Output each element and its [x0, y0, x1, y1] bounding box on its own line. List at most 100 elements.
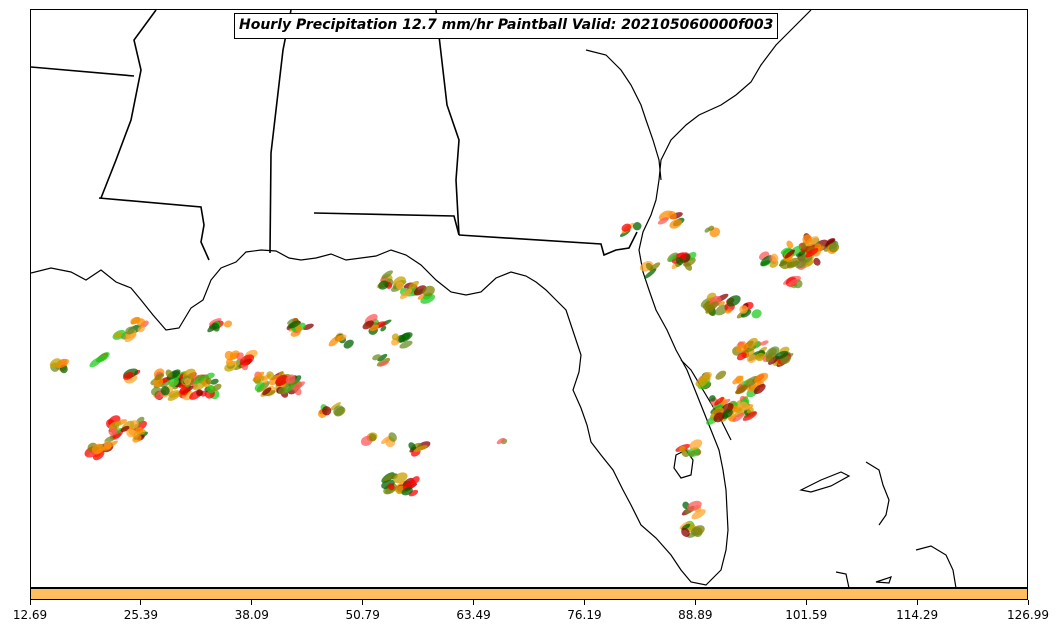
- paintball-blob: [254, 376, 265, 385]
- paintball-blob: [388, 432, 397, 442]
- paintball-blob: [227, 360, 237, 367]
- paintball-blob: [395, 281, 404, 290]
- paintball-blob: [732, 375, 744, 385]
- colorbar-tick-label: 101.59: [785, 608, 828, 622]
- paintball-blob: [735, 384, 749, 395]
- paintball-blob: [740, 401, 749, 411]
- paintball-blob: [401, 487, 413, 496]
- paintball-blob: [684, 262, 693, 271]
- paintball-blob: [691, 509, 706, 520]
- paintball-blob: [726, 295, 741, 307]
- paintball-blob: [108, 428, 118, 436]
- precip-map: [31, 10, 957, 587]
- paintball-blob: [417, 294, 426, 300]
- paintball-blob: [294, 386, 302, 396]
- colorbar-tick: [29, 600, 31, 605]
- colorbar-tick-label: 88.89: [678, 608, 713, 622]
- paintball-blob: [669, 254, 677, 262]
- colorbar-tick: [583, 600, 585, 605]
- colorbar-tick-label: 38.09: [234, 608, 269, 622]
- paintball-blob: [362, 320, 374, 330]
- paintball-blob: [408, 489, 419, 497]
- paintball-blob: [753, 383, 766, 395]
- paintball-blob: [193, 375, 206, 385]
- paintball-blob: [252, 371, 265, 382]
- paintball-blob: [725, 308, 732, 314]
- paintball-blob: [805, 248, 819, 258]
- paintball-blob: [302, 323, 314, 330]
- paintball-blob: [382, 473, 396, 482]
- paintball-blob: [422, 285, 435, 297]
- paintball-blob: [765, 354, 774, 363]
- bahamas-small: [875, 576, 892, 584]
- colorbar-tick-label: 114.29: [896, 608, 939, 622]
- map-title: Hourly Precipitation 12.7 mm/hr Paintbal…: [234, 13, 779, 39]
- colorbar-tick: [1027, 600, 1029, 605]
- paintball-blob: [205, 377, 213, 385]
- paintball-blob: [210, 378, 219, 385]
- paintball-blob: [675, 257, 684, 266]
- paintball-blob: [802, 234, 813, 245]
- border-ms-river: [100, 10, 157, 199]
- paintball-blob: [399, 340, 413, 349]
- paintball-blob: [97, 354, 108, 362]
- paintball-blob: [154, 373, 165, 381]
- paintball-blob: [736, 343, 749, 353]
- colorbar-tick: [362, 600, 364, 605]
- paintball-blob: [704, 227, 711, 233]
- paintball-blob: [736, 352, 747, 361]
- paintball-blob: [134, 427, 144, 435]
- paintball-blob: [321, 406, 332, 416]
- paintball-blob: [742, 411, 758, 421]
- paintball-blob: [212, 383, 222, 391]
- paintball-blob: [681, 527, 690, 537]
- paintball-blob: [813, 257, 821, 266]
- paintball-blob: [239, 354, 255, 366]
- paintball-blob: [657, 217, 669, 225]
- paintball-blob: [715, 370, 727, 380]
- paintball-blob: [687, 500, 702, 512]
- paintball-blob: [496, 437, 505, 445]
- paintball-blob: [328, 335, 342, 347]
- paintball-blob: [183, 378, 191, 385]
- paintball-blob: [689, 439, 703, 450]
- paintball-blob: [408, 442, 416, 451]
- paintball-blob: [393, 472, 408, 484]
- paintball-blob: [786, 240, 794, 249]
- border-ms-la: [98, 197, 210, 261]
- colorbar-tick: [805, 600, 807, 605]
- paintball-blob: [413, 445, 428, 453]
- colorbar-tick: [916, 600, 918, 605]
- paintball-blob: [288, 320, 301, 329]
- paintball-blob: [695, 378, 708, 388]
- paintball-blob: [55, 358, 70, 369]
- paintball-blob: [179, 386, 189, 396]
- paintball-blob: [165, 369, 173, 378]
- paintball-blob: [126, 428, 135, 438]
- paintball-blob: [795, 250, 808, 257]
- paintball-blob: [124, 333, 137, 343]
- paintball-blob: [122, 371, 134, 380]
- paintball-blob: [400, 288, 412, 300]
- paintball-blob: [669, 219, 682, 229]
- paintball-blob: [372, 354, 381, 361]
- paintball-blob: [285, 374, 296, 384]
- paintball-blob: [136, 318, 146, 327]
- paintball-blob: [769, 260, 779, 268]
- paintball-blob: [754, 372, 769, 384]
- paintball-blob: [378, 280, 389, 290]
- paintball-blob: [679, 445, 686, 453]
- bahamas-grand: [799, 471, 851, 493]
- border-al-fl: [313, 212, 460, 236]
- paintball-blob: [114, 419, 127, 426]
- paintball-blob: [49, 358, 61, 368]
- paintball-blob: [760, 340, 769, 346]
- border-ms-al: [269, 10, 292, 254]
- paintball-blob: [739, 305, 748, 314]
- paintball-blob: [137, 326, 145, 333]
- colorbar-tick: [251, 600, 253, 605]
- paintball-blob: [408, 280, 419, 290]
- colorbar: [30, 588, 1028, 600]
- paintball-blob: [132, 434, 142, 443]
- paintball-blob: [645, 262, 654, 272]
